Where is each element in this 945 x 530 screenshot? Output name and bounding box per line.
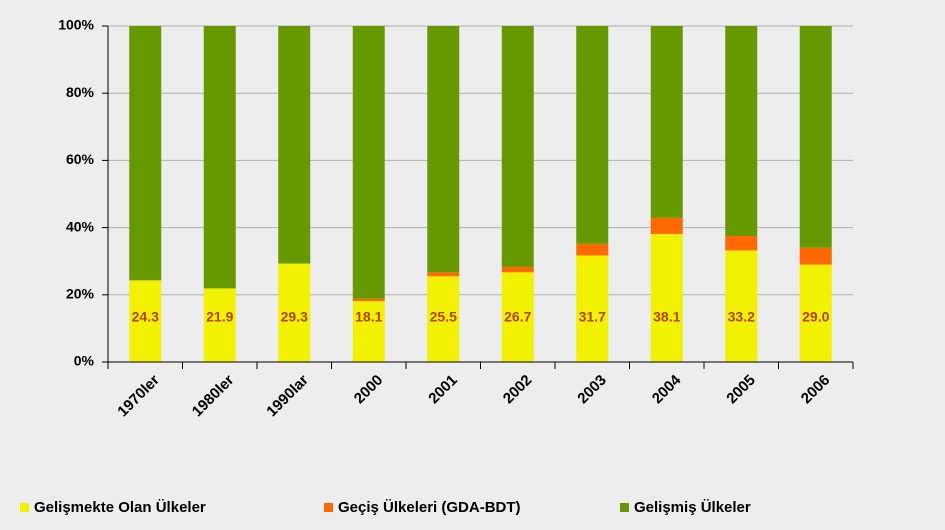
bar-segment xyxy=(501,272,534,362)
bar-segment xyxy=(799,264,832,362)
bar-segment xyxy=(576,26,609,244)
legend-swatch xyxy=(324,503,333,512)
bar-segment xyxy=(576,243,609,256)
bar-segment xyxy=(650,26,683,218)
bar-segment xyxy=(203,26,236,289)
y-tick-label: 100% xyxy=(58,17,94,33)
legend-label: Gelişmiş Ülkeler xyxy=(634,499,751,516)
bar-segment xyxy=(129,26,162,281)
bar-segment xyxy=(352,301,385,362)
bar-segment xyxy=(725,26,758,236)
data-label: 21.9 xyxy=(206,309,233,325)
data-label: 29.3 xyxy=(281,309,308,325)
bar-segment xyxy=(576,255,609,362)
data-label: 33.2 xyxy=(728,309,755,325)
bar-segment xyxy=(427,276,460,362)
bar-segment xyxy=(278,263,311,362)
data-label: 24.3 xyxy=(132,309,159,325)
data-label: 29.0 xyxy=(802,309,829,325)
bar-segment xyxy=(427,272,460,277)
y-tick-label: 20% xyxy=(66,286,95,302)
data-label: 18.1 xyxy=(355,309,382,325)
data-label: 26.7 xyxy=(504,309,531,325)
legend-label: Geçiş Ülkeleri (GDA-BDT) xyxy=(338,499,521,516)
bar-segment xyxy=(501,26,534,267)
bar-segment xyxy=(799,247,832,265)
bar-segment xyxy=(278,26,311,264)
legend-swatch xyxy=(620,503,629,512)
bar-segment xyxy=(203,288,236,362)
bar-segment xyxy=(725,236,758,251)
y-tick-label: 0% xyxy=(74,353,95,369)
y-tick-label: 80% xyxy=(66,84,95,100)
bar-segment xyxy=(650,233,683,362)
bar-segment xyxy=(650,217,683,234)
y-tick-label: 60% xyxy=(66,151,95,167)
bar-segment xyxy=(352,298,385,302)
data-label: 38.1 xyxy=(653,309,680,325)
y-tick-label: 40% xyxy=(66,218,95,234)
bar-segment xyxy=(799,26,832,248)
legend-swatch xyxy=(20,503,29,512)
data-label: 31.7 xyxy=(579,309,606,325)
legend-label: Gelişmekte Olan Ülkeler xyxy=(34,499,206,516)
bar-segment xyxy=(501,266,534,273)
bar-segment xyxy=(725,250,758,362)
bar-segment xyxy=(129,280,162,362)
bar-segment xyxy=(427,26,460,273)
data-label: 25.5 xyxy=(430,309,457,325)
bar-segment xyxy=(352,26,385,299)
